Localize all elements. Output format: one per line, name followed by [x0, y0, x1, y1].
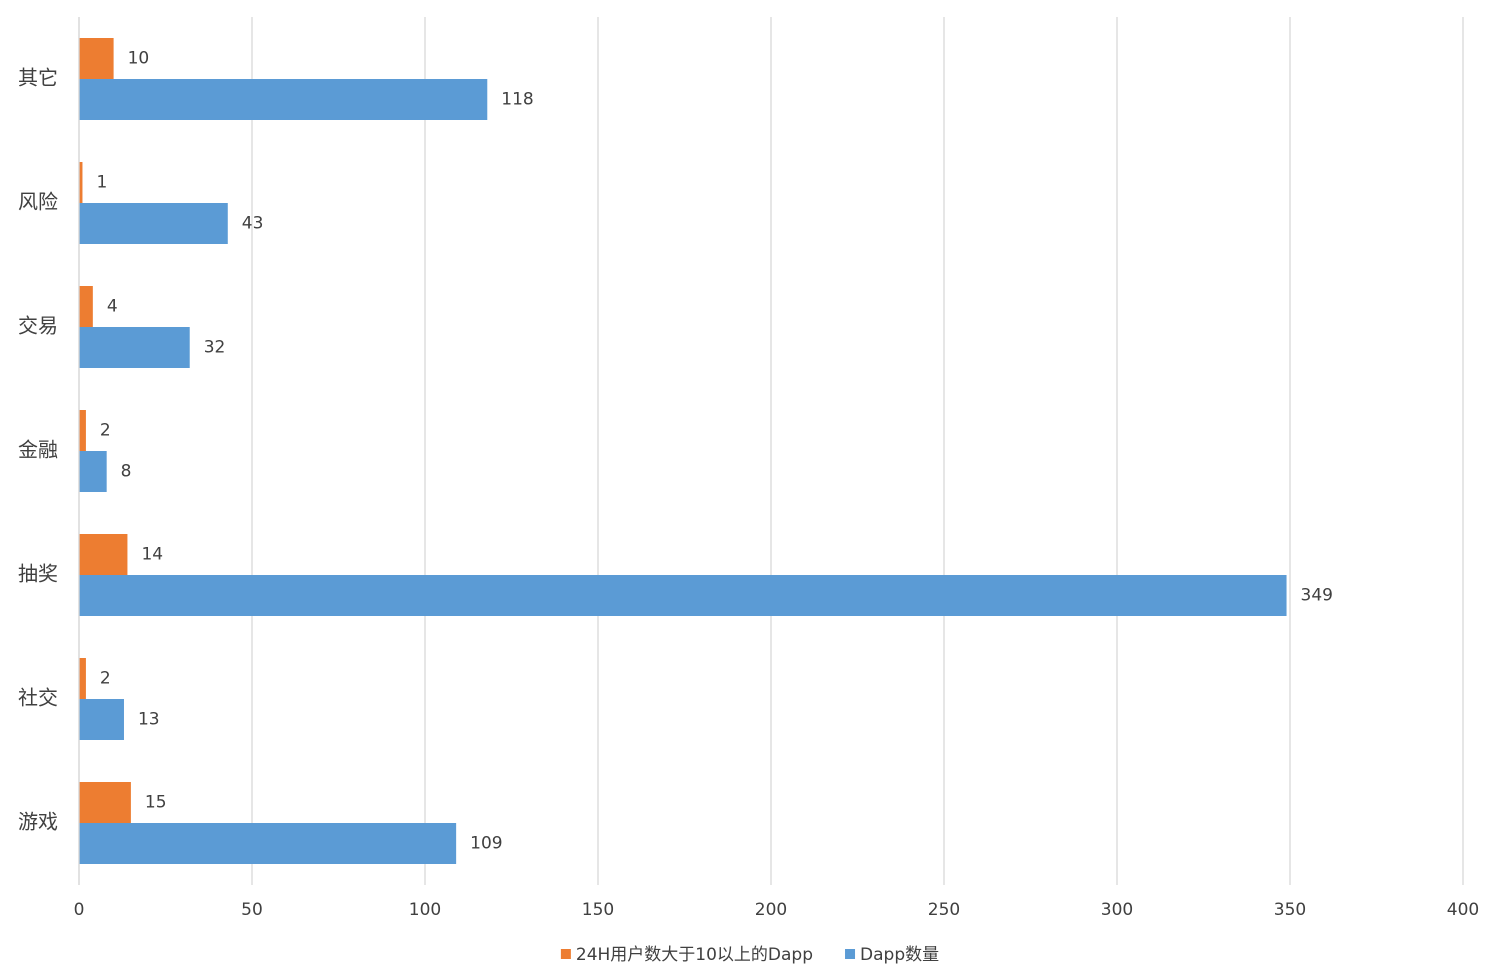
bar — [79, 451, 107, 492]
data-label: 14 — [141, 545, 163, 565]
legend-label: 24H用户数大于10以上的Dapp — [576, 945, 813, 965]
bar — [79, 410, 86, 451]
x-tick-label: 300 — [1101, 900, 1133, 920]
data-label: 13 — [138, 710, 160, 730]
y-tick-label: 游戏 — [18, 810, 58, 834]
data-label: 109 — [470, 834, 502, 854]
y-tick-label: 交易 — [18, 314, 58, 338]
bar — [79, 782, 131, 823]
data-label: 2 — [100, 421, 111, 441]
bar — [79, 203, 228, 244]
bar — [79, 823, 457, 864]
bar — [79, 327, 190, 368]
data-label: 4 — [107, 297, 118, 317]
x-tick-label: 350 — [1274, 900, 1306, 920]
data-label: 10 — [128, 49, 150, 69]
bar — [79, 286, 93, 327]
y-tick-label: 金融 — [18, 438, 58, 462]
bar — [79, 162, 83, 203]
x-tick-label: 50 — [241, 900, 263, 920]
y-tick-label: 抽奖 — [18, 562, 58, 586]
bar — [79, 658, 86, 699]
data-label: 349 — [1301, 586, 1333, 606]
x-tick-label: 150 — [582, 900, 614, 920]
data-label: 1 — [96, 173, 107, 193]
y-tick-label: 风险 — [18, 190, 58, 214]
data-label: 8 — [121, 462, 132, 482]
y-tick-label: 社交 — [18, 686, 58, 710]
x-tick-label: 400 — [1447, 900, 1479, 920]
y-tick-label: 其它 — [18, 66, 58, 90]
bar — [79, 575, 1287, 616]
x-tick-label: 0 — [74, 900, 85, 920]
bar — [79, 699, 124, 740]
data-label: 2 — [100, 669, 111, 689]
x-tick-label: 250 — [928, 900, 960, 920]
data-label: 118 — [501, 90, 533, 110]
data-label: 32 — [204, 338, 226, 358]
bar — [79, 79, 488, 120]
legend-swatch — [845, 949, 856, 959]
legend-label: Dapp数量 — [860, 945, 939, 965]
legend-swatch — [560, 949, 571, 959]
x-tick-label: 200 — [755, 900, 787, 920]
bar — [79, 38, 114, 79]
x-tick-label: 100 — [409, 900, 441, 920]
data-label: 43 — [242, 214, 264, 234]
bar — [79, 534, 128, 575]
data-label: 15 — [145, 793, 167, 813]
